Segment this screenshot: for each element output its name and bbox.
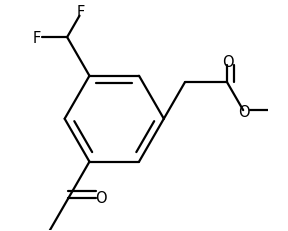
Text: O: O bbox=[239, 104, 250, 119]
Text: O: O bbox=[223, 54, 234, 69]
Text: F: F bbox=[33, 30, 41, 46]
Text: O: O bbox=[95, 190, 107, 205]
Text: F: F bbox=[77, 5, 85, 20]
